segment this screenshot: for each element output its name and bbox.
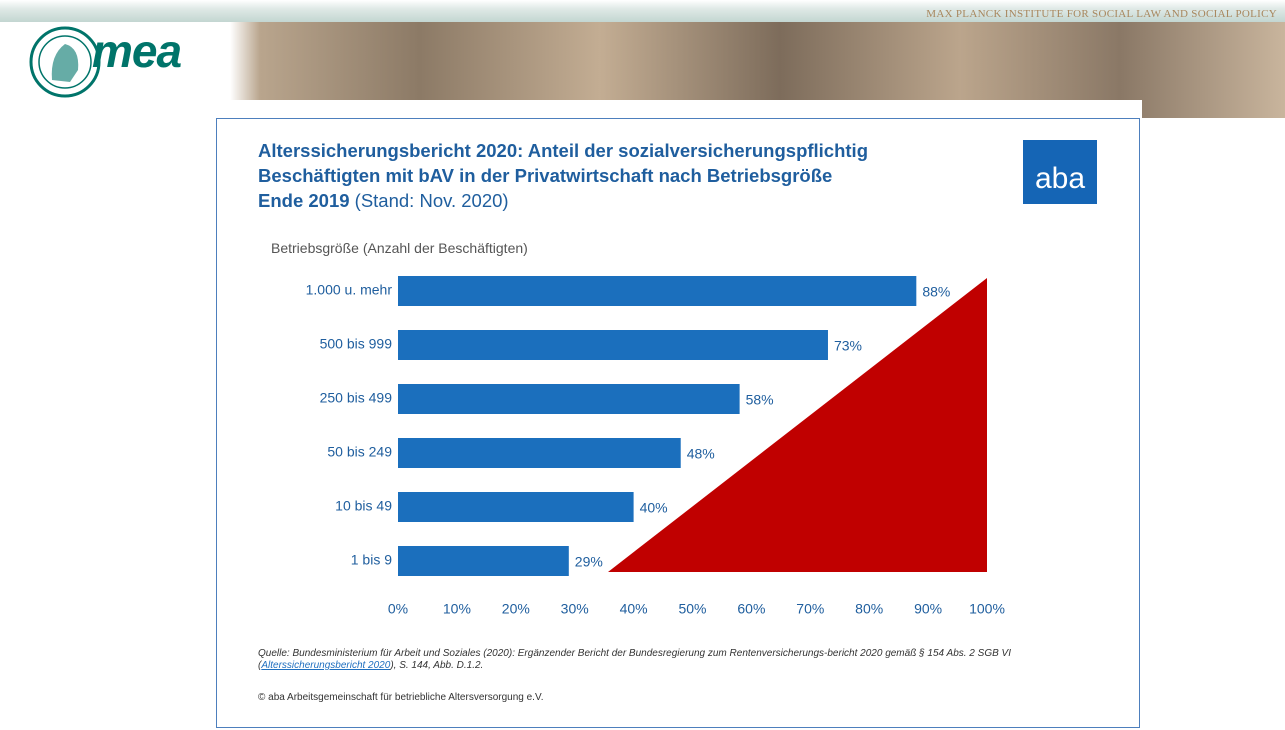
copyright: © aba Arbeitsgemeinschaft für betrieblic…	[258, 692, 544, 703]
source-text: Quelle: Bundesministerium für Arbeit und…	[258, 648, 1011, 671]
aba-logo: aba	[1023, 140, 1097, 204]
value-label: 48%	[687, 446, 715, 462]
axis-label: Betriebsgröße (Anzahl der Beschäftigten)	[271, 240, 528, 256]
value-label: 58%	[746, 392, 774, 408]
bar	[398, 546, 569, 576]
title-line: Beschäftigten mit bAV in der Privatwirts…	[258, 165, 833, 186]
x-tick-label: 0%	[388, 601, 408, 617]
y-tick-label: 500 bis 999	[320, 336, 393, 352]
top-band	[0, 0, 1285, 22]
x-tick-label: 40%	[620, 601, 648, 617]
value-label: 29%	[575, 554, 603, 570]
x-tick-label: 20%	[502, 601, 530, 617]
bar	[398, 492, 634, 522]
source: Quelle: Bundesministerium für Arbeit und…	[258, 648, 1108, 672]
institute-name: MAX PLANCK INSTITUTE FOR SOCIAL LAW AND …	[926, 8, 1277, 20]
x-tick-label: 60%	[737, 601, 765, 617]
x-tick-label: 70%	[796, 601, 824, 617]
value-label: 73%	[834, 338, 862, 354]
x-tick-label: 100%	[969, 601, 1005, 617]
bar	[398, 384, 740, 414]
y-tick-label: 50 bis 249	[327, 444, 392, 460]
title-line: Ende 2019	[258, 190, 350, 211]
source-text: ), S. 144, Abb. D.1.2.	[390, 660, 484, 671]
y-tick-label: 10 bis 49	[335, 498, 392, 514]
red-triangle	[608, 278, 987, 572]
source-link[interactable]: Alterssicherungsbericht 2020	[261, 660, 391, 671]
x-tick-label: 90%	[914, 601, 942, 617]
x-tick-label: 10%	[443, 601, 471, 617]
bar	[398, 330, 828, 360]
value-label: 40%	[640, 500, 668, 516]
x-tick-label: 30%	[561, 601, 589, 617]
title-line: Alterssicherungsbericht 2020: Anteil der…	[258, 140, 868, 161]
chart-subtitle: (Stand: Nov. 2020)	[354, 190, 509, 211]
mea-logo: mea	[92, 25, 182, 77]
x-tick-label: 50%	[678, 601, 706, 617]
value-label: 88%	[922, 284, 950, 300]
mpg-logo	[29, 26, 101, 98]
x-tick-label: 80%	[855, 601, 883, 617]
y-tick-label: 250 bis 499	[320, 390, 393, 406]
bar	[398, 276, 917, 306]
chart-title: Alterssicherungsbericht 2020: Anteil der…	[258, 138, 868, 213]
bar	[398, 438, 681, 468]
y-tick-label: 1 bis 9	[351, 552, 392, 568]
y-tick-label: 1.000 u. mehr	[306, 282, 393, 298]
